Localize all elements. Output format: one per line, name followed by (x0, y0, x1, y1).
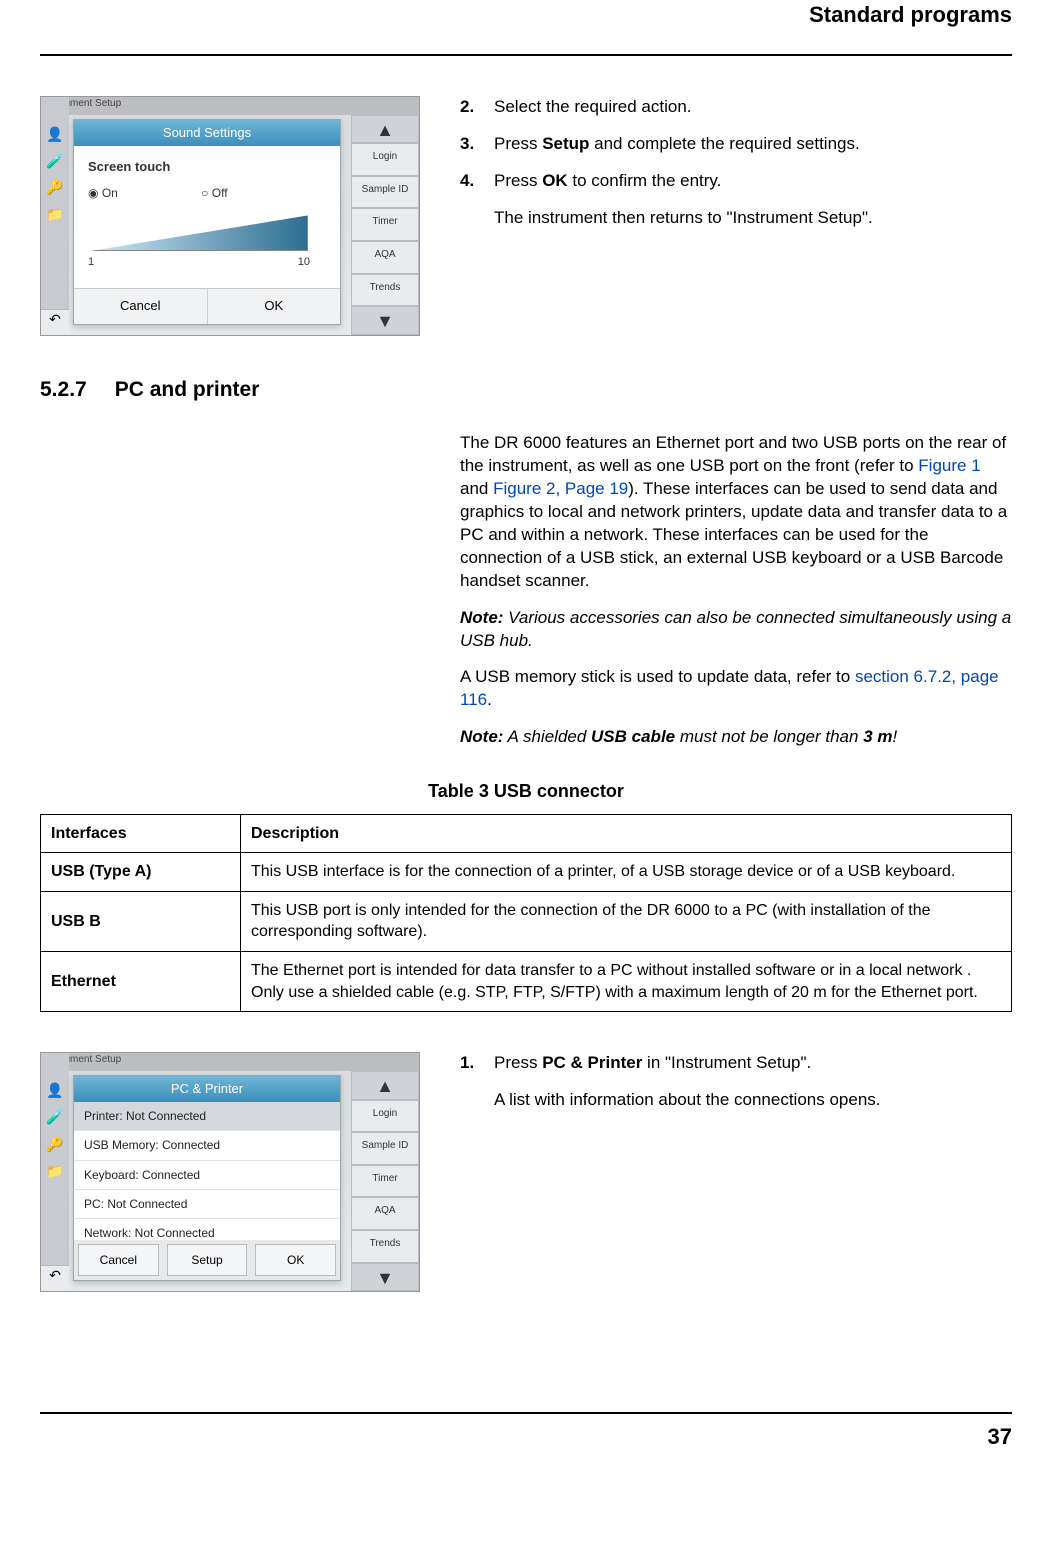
arrow-down-icon[interactable]: ▼ (351, 1263, 419, 1292)
aqa-button[interactable]: AQA (351, 1197, 419, 1230)
flask-icon: 🧪 (46, 152, 63, 171)
sc2-titlebar: Instrument Setup (41, 1053, 419, 1071)
note: Note: Various accessories can also be co… (460, 607, 1012, 653)
volume-slider[interactable] (88, 215, 308, 251)
list-item[interactable]: USB Memory: Connected (74, 1131, 340, 1160)
cell-interface: Ethernet (41, 951, 241, 1011)
connection-list: Printer: Not Connected USB Memory: Conne… (74, 1102, 340, 1248)
step-text: Press PC & Printer in "Instrument Setup"… (494, 1052, 1012, 1075)
table-row: USB (Type A) This USB interface is for t… (41, 853, 1012, 892)
trends-button[interactable]: Trends (351, 1230, 419, 1263)
sc1-rightbar: ▲ Login Sample ID Timer AQA Trends ▼ (351, 115, 419, 335)
scale-min: 1 (88, 255, 94, 270)
section-heading: 5.2.7 PC and printer (40, 376, 1012, 404)
step-number: 4. (460, 170, 494, 193)
back-icon[interactable]: ↶ (41, 1265, 69, 1291)
list-item[interactable]: Printer: Not Connected (74, 1102, 340, 1131)
cell-interface: USB (Type A) (41, 853, 241, 892)
sc2-leftbar: 👤 🧪 🔑 📁 (41, 1053, 69, 1291)
dialog-title: Sound Settings (74, 120, 340, 146)
note: Note: A shielded USB cable must not be l… (460, 726, 1012, 749)
usb-connector-table: Interfaces Description USB (Type A) This… (40, 814, 1012, 1013)
link-figure1[interactable]: Figure 1 (918, 456, 980, 475)
block-sound-settings: Instrument Setup 👤 🧪 🔑 📁 ↶ ▲ Login Sampl… (40, 96, 1012, 336)
paragraph: The DR 6000 features an Ethernet port an… (460, 432, 1012, 593)
step-text: Press OK to confirm the entry. (494, 170, 1012, 193)
arrow-down-icon[interactable]: ▼ (351, 306, 419, 335)
step-number: 2. (460, 96, 494, 119)
cancel-button[interactable]: Cancel (74, 289, 208, 324)
person-icon: 👤 (46, 1081, 63, 1100)
sample-id-button[interactable]: Sample ID (351, 1132, 419, 1165)
arrow-up-icon[interactable]: ▲ (351, 1071, 419, 1100)
sc1-titlebar: Instrument Setup (41, 97, 419, 115)
step-subtext: The instrument then returns to "Instrume… (494, 207, 1012, 230)
col-interfaces: Interfaces (41, 814, 241, 853)
section-number: 5.2.7 (40, 376, 87, 404)
sc1-leftbar: 👤 🧪 🔑 📁 (41, 97, 69, 335)
setup-button[interactable]: Setup (167, 1244, 248, 1276)
timer-button[interactable]: Timer (351, 208, 419, 241)
arrow-up-icon[interactable]: ▲ (351, 115, 419, 144)
sc2-rightbar: ▲ Login Sample ID Timer AQA Trends ▼ (351, 1071, 419, 1291)
aqa-button[interactable]: AQA (351, 241, 419, 274)
pc-printer-dialog: PC & Printer Printer: Not Connected USB … (73, 1075, 341, 1281)
col-description: Description (241, 814, 1012, 853)
sound-settings-dialog: Sound Settings Screen touch ◉ On ○ Off 1… (73, 119, 341, 325)
cell-description: The Ethernet port is intended for data t… (241, 951, 1012, 1011)
running-head: Standard programs (40, 0, 1012, 56)
list-item[interactable]: Keyboard: Connected (74, 1161, 340, 1190)
cell-interface: USB B (41, 891, 241, 951)
step-subtext: A list with information about the connec… (494, 1089, 1012, 1112)
table-row: Ethernet The Ethernet port is intended f… (41, 951, 1012, 1011)
ok-button[interactable]: OK (208, 289, 341, 324)
folder-icon: 📁 (46, 1162, 63, 1181)
trends-button[interactable]: Trends (351, 274, 419, 307)
page-footer: 37 (40, 1412, 1012, 1452)
key-icon: 🔑 (46, 178, 63, 197)
screen-touch-label: Screen touch (88, 158, 326, 176)
step-text: Select the required action. (494, 96, 1012, 119)
screenshot-sound-settings: Instrument Setup 👤 🧪 🔑 📁 ↶ ▲ Login Sampl… (40, 96, 420, 336)
step-number: 3. (460, 133, 494, 156)
steps-bottom: 1. Press PC & Printer in "Instrument Set… (460, 1052, 1012, 1112)
sample-id-button[interactable]: Sample ID (351, 176, 419, 209)
cancel-button[interactable]: Cancel (78, 1244, 159, 1276)
folder-icon: 📁 (46, 205, 63, 224)
list-item[interactable]: PC: Not Connected (74, 1190, 340, 1219)
step-text: Press Setup and complete the required se… (494, 133, 1012, 156)
key-icon: 🔑 (46, 1135, 63, 1154)
block-pc-printer: Instrument Setup 👤 🧪 🔑 📁 ↶ ▲ Login Sampl… (40, 1052, 1012, 1292)
table-row: USB B This USB port is only intended for… (41, 891, 1012, 951)
steps-top: 2. Select the required action. 3. Press … (460, 96, 1012, 230)
radio-on[interactable]: ◉ On (88, 186, 158, 200)
scale-max: 10 (298, 255, 310, 270)
table-caption: Table 3 USB connector (40, 779, 1012, 803)
page-number: 37 (988, 1424, 1012, 1449)
header-title: Standard programs (40, 0, 1012, 30)
paragraph: A USB memory stick is used to update dat… (460, 666, 1012, 712)
step-number: 1. (460, 1052, 494, 1075)
timer-button[interactable]: Timer (351, 1165, 419, 1198)
screenshot-pc-printer: Instrument Setup 👤 🧪 🔑 📁 ↶ ▲ Login Sampl… (40, 1052, 420, 1292)
section-body: The DR 6000 features an Ethernet port an… (460, 432, 1012, 749)
login-button[interactable]: Login (351, 1100, 419, 1133)
back-icon[interactable]: ↶ (41, 309, 69, 335)
login-button[interactable]: Login (351, 143, 419, 176)
cell-description: This USB interface is for the connection… (241, 853, 1012, 892)
dialog-title: PC & Printer (74, 1076, 340, 1102)
table-row: Interfaces Description (41, 814, 1012, 853)
section-title: PC and printer (115, 376, 260, 404)
person-icon: 👤 (46, 125, 63, 144)
radio-off[interactable]: ○ Off (201, 186, 267, 200)
ok-button[interactable]: OK (255, 1244, 336, 1276)
flask-icon: 🧪 (46, 1108, 63, 1127)
cell-description: This USB port is only intended for the c… (241, 891, 1012, 951)
link-figure2[interactable]: Figure 2, Page 19 (493, 479, 628, 498)
